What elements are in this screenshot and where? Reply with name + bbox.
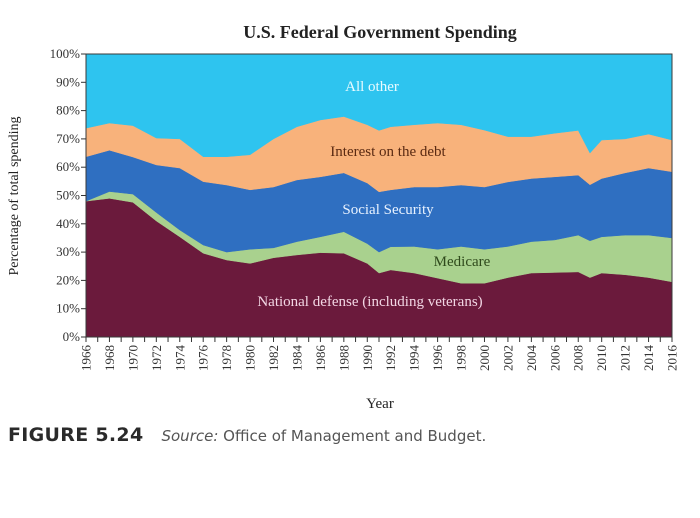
- x-tick-label: 1974: [172, 345, 187, 372]
- x-tick-label: 2004: [524, 345, 539, 372]
- y-tick-label: 90%: [56, 74, 80, 89]
- y-tick-label: 30%: [56, 244, 80, 259]
- x-tick-label: 1966: [79, 345, 94, 372]
- x-tick-label: 2012: [618, 345, 633, 371]
- x-axis-label: Year: [366, 396, 394, 412]
- source-text: Office of Management and Budget.: [218, 427, 487, 445]
- x-tick-label: 1988: [336, 345, 351, 371]
- y-axis-label: Percentage of total spending: [7, 116, 22, 275]
- y-tick-label: 0%: [63, 329, 81, 344]
- figure-caption: FIGURE 5.24 Source: Office of Management …: [8, 424, 486, 446]
- series-label-social-security: Social Security: [342, 202, 434, 218]
- x-tick-label: 2010: [594, 345, 609, 371]
- x-tick-label: 1990: [360, 345, 375, 371]
- x-tick-label: 1992: [383, 345, 398, 371]
- x-tick-label: 1968: [102, 345, 117, 371]
- series-label-medicare: Medicare: [434, 254, 491, 270]
- x-tick-label: 2008: [571, 345, 586, 371]
- x-tick-label: 2002: [500, 345, 515, 371]
- figure-number: FIGURE 5.24: [8, 424, 144, 446]
- series-label-all-other: All other: [345, 79, 399, 95]
- y-tick-label: 40%: [56, 216, 80, 231]
- y-tick-label: 80%: [56, 103, 80, 118]
- x-tick-label: 2006: [547, 345, 562, 372]
- y-tick-label: 70%: [56, 131, 80, 146]
- series-label-national-defense-including-veterans: National defense (including veterans): [257, 294, 482, 310]
- y-tick-label: 20%: [56, 272, 80, 287]
- x-tick-label: 1976: [196, 345, 211, 372]
- x-tick-label: 1982: [266, 345, 281, 371]
- y-tick-label: 60%: [56, 159, 80, 174]
- source-label: Source:: [161, 427, 219, 445]
- x-tick-label: 1980: [243, 345, 258, 371]
- x-tick-label: 1998: [454, 345, 469, 371]
- x-tick-label: 2000: [477, 345, 492, 371]
- series-label-interest-on-the-debt: Interest on the debt: [330, 144, 446, 160]
- stacked-area-chart: U.S. Federal Government Spending Nationa…: [7, 22, 680, 412]
- chart-title: U.S. Federal Government Spending: [243, 22, 517, 42]
- x-tick-label: 2014: [641, 345, 656, 372]
- x-tick-label: 1994: [407, 345, 422, 372]
- x-tick-label: 1986: [313, 345, 328, 372]
- x-tick-label: 1978: [219, 345, 234, 371]
- x-tick-label: 1996: [430, 345, 445, 372]
- y-tick-label: 100%: [50, 46, 81, 61]
- x-tick-label: 1984: [289, 345, 304, 372]
- x-tick-label: 1972: [149, 345, 164, 371]
- y-tick-label: 10%: [56, 301, 80, 316]
- x-tick-label: 2016: [665, 345, 680, 372]
- y-tick-label: 50%: [56, 188, 80, 203]
- x-tick-label: 1970: [125, 345, 140, 371]
